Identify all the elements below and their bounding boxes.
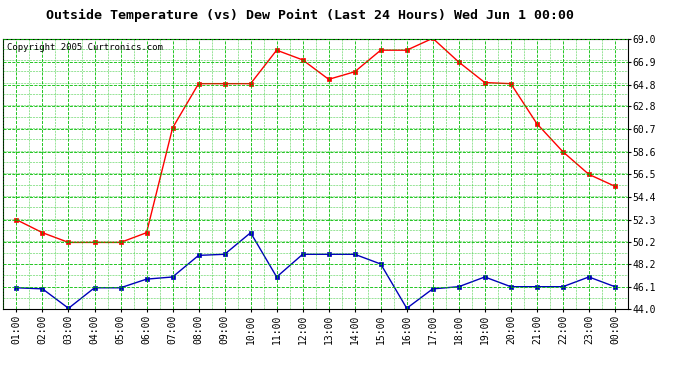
Text: Outside Temperature (vs) Dew Point (Last 24 Hours) Wed Jun 1 00:00: Outside Temperature (vs) Dew Point (Last… (46, 9, 575, 22)
Text: Copyright 2005 Curtronics.com: Copyright 2005 Curtronics.com (7, 44, 162, 52)
